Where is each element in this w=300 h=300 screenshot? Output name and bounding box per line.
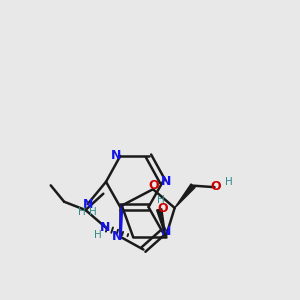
Text: N: N: [161, 225, 172, 238]
Text: H: H: [78, 207, 86, 218]
Text: N: N: [100, 221, 111, 234]
Text: H: H: [225, 177, 232, 187]
Text: N: N: [111, 149, 121, 162]
Polygon shape: [175, 184, 195, 208]
Text: H: H: [157, 195, 165, 205]
Text: N: N: [112, 230, 122, 243]
Text: O: O: [158, 202, 168, 215]
Polygon shape: [157, 209, 166, 237]
Text: H: H: [89, 207, 97, 218]
Text: O: O: [148, 179, 159, 192]
Text: N: N: [161, 175, 172, 188]
Text: N: N: [82, 198, 93, 211]
Text: H: H: [94, 230, 101, 240]
Text: O: O: [211, 180, 221, 193]
